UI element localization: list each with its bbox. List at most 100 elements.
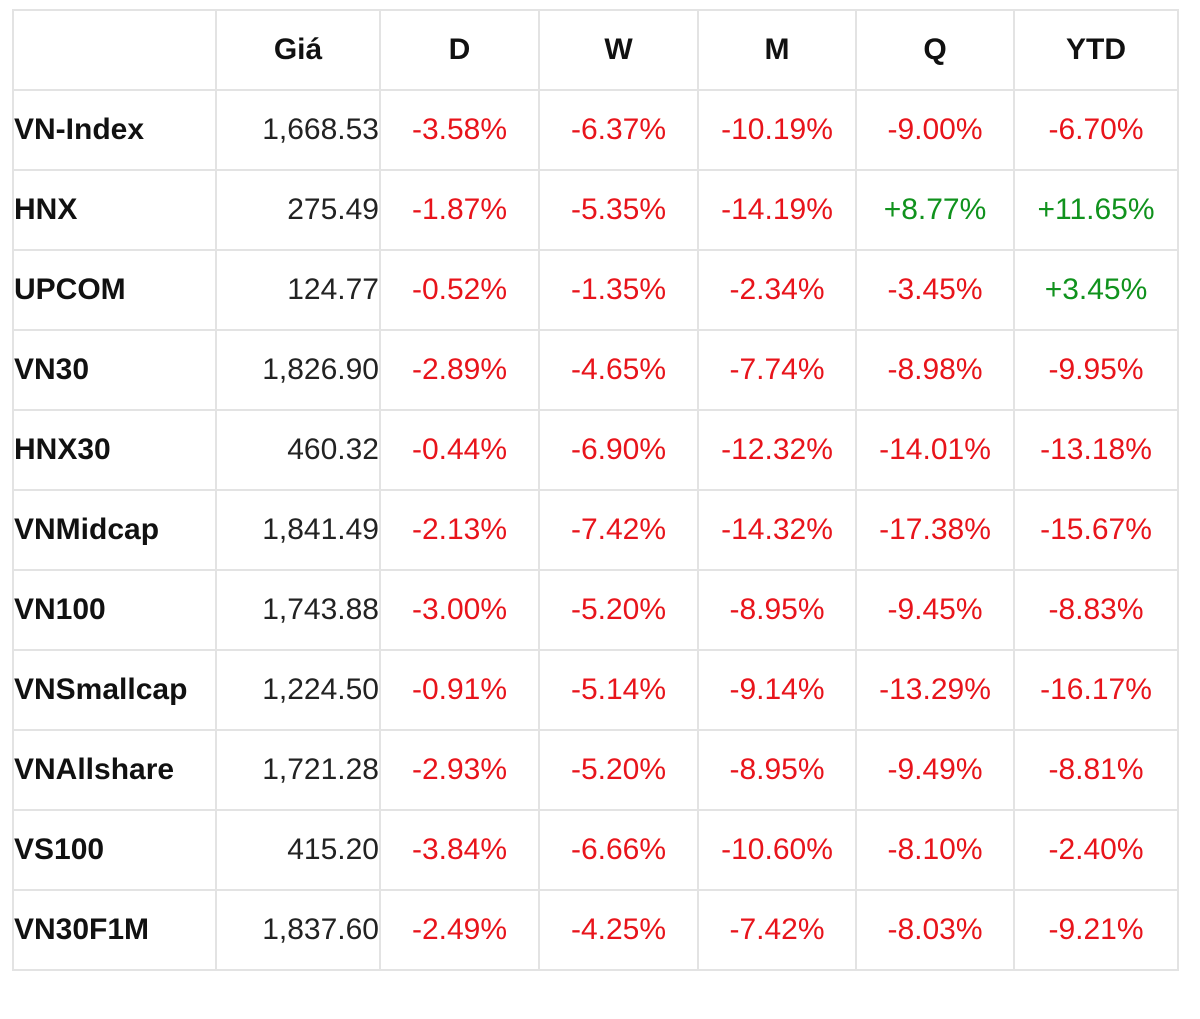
- index-name: HNX: [12, 169, 217, 251]
- change-month: -2.34%: [697, 249, 857, 331]
- change-ytd: -8.81%: [1013, 729, 1179, 811]
- change-day: -0.91%: [379, 649, 540, 731]
- change-quarter: -8.10%: [855, 809, 1015, 891]
- change-day: -0.44%: [379, 409, 540, 491]
- change-quarter: -13.29%: [855, 649, 1015, 731]
- change-month: -10.60%: [697, 809, 857, 891]
- change-week: -5.20%: [538, 729, 699, 811]
- change-ytd: -16.17%: [1013, 649, 1179, 731]
- change-quarter: -9.45%: [855, 569, 1015, 651]
- change-ytd: -9.95%: [1013, 329, 1179, 411]
- header-ytd: YTD: [1013, 9, 1179, 91]
- change-ytd: -8.83%: [1013, 569, 1179, 651]
- index-price: 124.77: [215, 249, 381, 331]
- index-name: VN100: [12, 569, 217, 651]
- table-row: HNX30 460.32 -0.44% -6.90% -12.32% -14.0…: [12, 409, 1179, 491]
- change-month: -7.42%: [697, 889, 857, 971]
- change-day: -2.13%: [379, 489, 540, 571]
- change-month: -14.32%: [697, 489, 857, 571]
- header-index-name: [12, 9, 217, 91]
- index-name: VNMidcap: [12, 489, 217, 571]
- table-header: Giá D W M Q YTD: [12, 9, 1179, 91]
- change-quarter: -9.49%: [855, 729, 1015, 811]
- table-row: VN-Index 1,668.53 -3.58% -6.37% -10.19% …: [12, 89, 1179, 171]
- index-price: 275.49: [215, 169, 381, 251]
- change-week: -6.37%: [538, 89, 699, 171]
- table-body: VN-Index 1,668.53 -3.58% -6.37% -10.19% …: [12, 89, 1179, 971]
- change-month: -12.32%: [697, 409, 857, 491]
- change-ytd: -13.18%: [1013, 409, 1179, 491]
- change-ytd: -6.70%: [1013, 89, 1179, 171]
- change-week: -6.90%: [538, 409, 699, 491]
- change-day: -1.87%: [379, 169, 540, 251]
- index-name: VNAllshare: [12, 729, 217, 811]
- change-month: -8.95%: [697, 569, 857, 651]
- change-day: -2.93%: [379, 729, 540, 811]
- change-week: -4.65%: [538, 329, 699, 411]
- market-index-table: Giá D W M Q YTD VN-Index 1,668.53 -3.58%…: [12, 9, 1179, 971]
- index-price: 415.20: [215, 809, 381, 891]
- change-day: -2.49%: [379, 889, 540, 971]
- table-row: VN30F1M 1,837.60 -2.49% -4.25% -7.42% -8…: [12, 889, 1179, 971]
- change-week: -4.25%: [538, 889, 699, 971]
- change-month: -7.74%: [697, 329, 857, 411]
- market-table-container: Giá D W M Q YTD VN-Index 1,668.53 -3.58%…: [12, 9, 1179, 971]
- table-row: VN100 1,743.88 -3.00% -5.20% -8.95% -9.4…: [12, 569, 1179, 651]
- index-price: 1,743.88: [215, 569, 381, 651]
- change-day: -3.84%: [379, 809, 540, 891]
- index-price: 1,224.50: [215, 649, 381, 731]
- change-day: -2.89%: [379, 329, 540, 411]
- header-month: M: [697, 9, 857, 91]
- change-quarter: -8.03%: [855, 889, 1015, 971]
- table-row: VNSmallcap 1,224.50 -0.91% -5.14% -9.14%…: [12, 649, 1179, 731]
- index-price: 1,668.53: [215, 89, 381, 171]
- header-quarter: Q: [855, 9, 1015, 91]
- change-week: -5.14%: [538, 649, 699, 731]
- change-day: -3.58%: [379, 89, 540, 171]
- table-row: VNAllshare 1,721.28 -2.93% -5.20% -8.95%…: [12, 729, 1179, 811]
- change-week: -5.35%: [538, 169, 699, 251]
- header-week: W: [538, 9, 699, 91]
- index-price: 1,837.60: [215, 889, 381, 971]
- change-week: -6.66%: [538, 809, 699, 891]
- change-quarter: -14.01%: [855, 409, 1015, 491]
- index-name: VN30: [12, 329, 217, 411]
- change-quarter: -9.00%: [855, 89, 1015, 171]
- change-day: -3.00%: [379, 569, 540, 651]
- index-name: VNSmallcap: [12, 649, 217, 731]
- header-row: Giá D W M Q YTD: [12, 9, 1179, 91]
- change-month: -9.14%: [697, 649, 857, 731]
- change-ytd: -2.40%: [1013, 809, 1179, 891]
- index-price: 1,721.28: [215, 729, 381, 811]
- change-ytd: -15.67%: [1013, 489, 1179, 571]
- change-quarter: +8.77%: [855, 169, 1015, 251]
- change-month: -10.19%: [697, 89, 857, 171]
- index-name: VS100: [12, 809, 217, 891]
- change-week: -5.20%: [538, 569, 699, 651]
- index-name: VN-Index: [12, 89, 217, 171]
- index-price: 1,841.49: [215, 489, 381, 571]
- change-ytd: +3.45%: [1013, 249, 1179, 331]
- change-week: -7.42%: [538, 489, 699, 571]
- index-name: UPCOM: [12, 249, 217, 331]
- change-quarter: -17.38%: [855, 489, 1015, 571]
- change-day: -0.52%: [379, 249, 540, 331]
- change-quarter: -3.45%: [855, 249, 1015, 331]
- table-row: HNX 275.49 -1.87% -5.35% -14.19% +8.77% …: [12, 169, 1179, 251]
- table-row: VNMidcap 1,841.49 -2.13% -7.42% -14.32% …: [12, 489, 1179, 571]
- index-price: 460.32: [215, 409, 381, 491]
- table-row: VS100 415.20 -3.84% -6.66% -10.60% -8.10…: [12, 809, 1179, 891]
- change-ytd: -9.21%: [1013, 889, 1179, 971]
- table-row: VN30 1,826.90 -2.89% -4.65% -7.74% -8.98…: [12, 329, 1179, 411]
- index-name: HNX30: [12, 409, 217, 491]
- change-ytd: +11.65%: [1013, 169, 1179, 251]
- change-week: -1.35%: [538, 249, 699, 331]
- change-quarter: -8.98%: [855, 329, 1015, 411]
- header-day: D: [379, 9, 540, 91]
- index-price: 1,826.90: [215, 329, 381, 411]
- change-month: -8.95%: [697, 729, 857, 811]
- index-name: VN30F1M: [12, 889, 217, 971]
- change-month: -14.19%: [697, 169, 857, 251]
- header-price: Giá: [215, 9, 381, 91]
- table-row: UPCOM 124.77 -0.52% -1.35% -2.34% -3.45%…: [12, 249, 1179, 331]
